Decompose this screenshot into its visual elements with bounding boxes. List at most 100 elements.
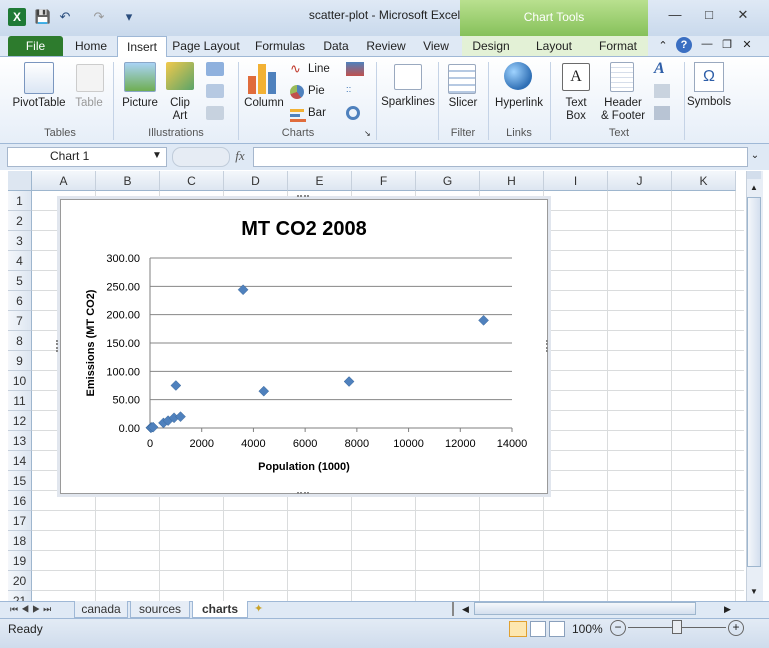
- smartart-icon[interactable]: [206, 84, 224, 98]
- tab-format[interactable]: Format: [598, 39, 637, 53]
- text-box-label-2[interactable]: Box: [566, 110, 586, 122]
- row-header-8[interactable]: 8: [8, 331, 32, 351]
- tab-view[interactable]: View: [423, 39, 449, 53]
- symbols-button[interactable]: Symbols: [686, 96, 732, 108]
- scroll-up-icon[interactable]: ▲: [750, 183, 758, 192]
- hyperlink-button[interactable]: Hyperlink: [495, 97, 543, 109]
- row-header-5[interactable]: 5: [8, 271, 32, 291]
- row-header-1[interactable]: 1: [8, 191, 32, 211]
- zoom-level[interactable]: 100%: [572, 622, 603, 636]
- column-button[interactable]: Column: [244, 97, 284, 109]
- sparklines-icon[interactable]: [394, 64, 422, 90]
- row-header-6[interactable]: 6: [8, 291, 32, 311]
- row-header-13[interactable]: 13: [8, 431, 32, 451]
- tab-page-layout[interactable]: Page Layout: [172, 39, 240, 53]
- charts-dialog-launcher-icon[interactable]: ↘: [364, 129, 371, 138]
- workbook-restore-icon[interactable]: ❐: [722, 39, 732, 51]
- row-header-19[interactable]: 19: [8, 551, 32, 571]
- column-header-k[interactable]: K: [672, 171, 736, 191]
- column-header-j[interactable]: J: [608, 171, 672, 191]
- chart-resize-handle-bottom[interactable]: [297, 492, 309, 498]
- sheet-navigation-icons[interactable]: ⏮◀▶⏭: [10, 604, 55, 614]
- object-icon[interactable]: [654, 106, 670, 120]
- column-chart-icon[interactable]: [248, 64, 278, 94]
- slicer-button[interactable]: Slicer: [448, 97, 478, 109]
- chart-object[interactable]: MT CO2 2008 Population (1000) Emissions …: [60, 199, 548, 494]
- column-header-h[interactable]: H: [480, 171, 544, 191]
- workbook-close-icon[interactable]: ✕: [742, 39, 752, 51]
- scatter-point-2[interactable]: [147, 421, 159, 433]
- minimize-ribbon-icon[interactable]: ⌃: [658, 40, 668, 52]
- zoom-in-icon[interactable]: +: [728, 620, 744, 636]
- column-header-i[interactable]: I: [544, 171, 608, 191]
- tab-layout[interactable]: Layout: [535, 39, 573, 53]
- screenshot-icon[interactable]: [206, 106, 224, 120]
- other-charts-icon[interactable]: [346, 106, 360, 120]
- column-header-a[interactable]: A: [32, 171, 96, 191]
- row-header-17[interactable]: 17: [8, 511, 32, 531]
- bar-button[interactable]: Bar: [308, 107, 326, 119]
- header-footer-label-2[interactable]: & Footer: [600, 110, 646, 122]
- column-header-b[interactable]: B: [96, 171, 160, 191]
- pie-chart-icon[interactable]: [290, 85, 304, 99]
- zoom-out-icon[interactable]: −: [610, 620, 626, 636]
- name-box-dropdown-icon[interactable]: ▼: [152, 150, 162, 161]
- expand-formula-bar-icon[interactable]: ⌄: [750, 150, 760, 161]
- tab-review[interactable]: Review: [366, 39, 406, 53]
- row-header-9[interactable]: 9: [8, 351, 32, 371]
- page-break-view-icon[interactable]: [549, 621, 565, 637]
- chart-resize-handle-right[interactable]: [546, 340, 551, 352]
- scatter-point-7[interactable]: [170, 380, 182, 391]
- sparklines-button[interactable]: Sparklines: [381, 96, 435, 108]
- row-header-4[interactable]: 4: [8, 251, 32, 271]
- row-header-2[interactable]: 2: [8, 211, 32, 231]
- table-icon[interactable]: [76, 64, 104, 92]
- scroll-right-icon[interactable]: ▶: [724, 604, 731, 614]
- row-header-3[interactable]: 3: [8, 231, 32, 251]
- clip-art-label-1[interactable]: Clip: [170, 97, 190, 109]
- select-all-corner[interactable]: [8, 171, 32, 191]
- chart-resize-handle-left[interactable]: [56, 340, 61, 352]
- row-header-7[interactable]: 7: [8, 311, 32, 331]
- shapes-icon[interactable]: [206, 62, 224, 76]
- line-chart-icon[interactable]: ∿: [290, 61, 301, 76]
- scatter-point-6[interactable]: [175, 411, 186, 423]
- sheet-tab-sources[interactable]: sources: [130, 601, 190, 618]
- text-box-icon[interactable]: A: [562, 63, 590, 91]
- row-header-12[interactable]: 12: [8, 411, 32, 431]
- column-header-e[interactable]: E: [288, 171, 352, 191]
- vertical-scroll-thumb[interactable]: [747, 197, 761, 567]
- workbook-minimize-icon[interactable]: —: [701, 38, 713, 50]
- help-icon[interactable]: ?: [676, 37, 692, 53]
- formula-input[interactable]: [253, 147, 748, 167]
- clip-art-icon[interactable]: [166, 62, 194, 90]
- row-header-20[interactable]: 20: [8, 571, 32, 591]
- tab-formulas[interactable]: Formulas: [254, 39, 305, 53]
- header-footer-icon[interactable]: [610, 62, 634, 92]
- insert-function-icon[interactable]: fx: [235, 148, 245, 163]
- row-header-16[interactable]: 16: [8, 491, 32, 511]
- page-layout-view-icon[interactable]: [530, 621, 546, 637]
- scatter-chart-icon[interactable]: ∶∶: [346, 85, 352, 96]
- table-button[interactable]: Table: [75, 97, 103, 109]
- horizontal-scroll-thumb[interactable]: [474, 602, 696, 615]
- normal-view-icon[interactable]: [509, 621, 527, 637]
- tab-file[interactable]: File: [8, 36, 63, 56]
- minimize-icon[interactable]: —: [668, 7, 682, 22]
- text-box-label-1[interactable]: Text: [565, 97, 587, 109]
- zoom-slider-thumb[interactable]: [672, 620, 682, 634]
- insert-sheet-icon[interactable]: ✦: [254, 603, 264, 615]
- save-icon[interactable]: 💾: [34, 9, 52, 24]
- tab-insert[interactable]: Insert: [117, 36, 167, 58]
- formula-expander-handle[interactable]: [172, 147, 230, 167]
- tab-home[interactable]: Home: [74, 39, 107, 53]
- sheet-tab-charts[interactable]: charts: [192, 601, 248, 618]
- wordart-icon[interactable]: A: [654, 60, 665, 77]
- row-header-15[interactable]: 15: [8, 471, 32, 491]
- row-header-18[interactable]: 18: [8, 531, 32, 551]
- signature-line-icon[interactable]: [654, 84, 670, 98]
- redo-icon[interactable]: ↷: [93, 9, 105, 24]
- row-header-14[interactable]: 14: [8, 451, 32, 471]
- scatter-point-9[interactable]: [258, 385, 270, 397]
- area-chart-icon[interactable]: [346, 62, 364, 76]
